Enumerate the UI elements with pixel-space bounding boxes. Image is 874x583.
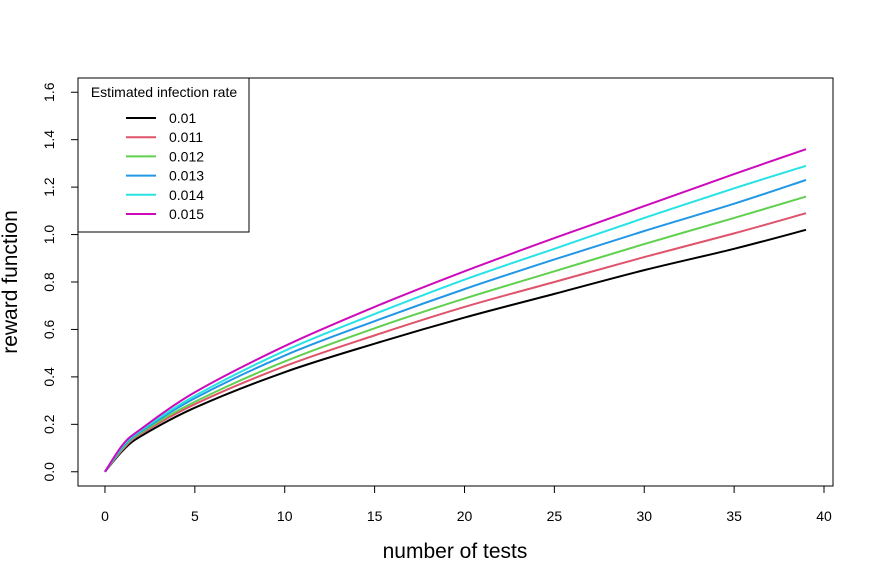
y-tick-label: 0.0	[41, 462, 57, 482]
y-tick-label: 0.8	[41, 272, 57, 292]
y-tick-label: 1.0	[41, 225, 57, 245]
legend-label: 0.011	[169, 129, 203, 145]
series-line-0.011	[104, 212, 807, 473]
x-tick-label: 40	[816, 508, 832, 524]
legend: Estimated infection rate 0.010.0110.0120…	[77, 77, 250, 233]
x-axis-title: number of tests	[383, 540, 528, 563]
legend-label: 0.01	[169, 110, 196, 126]
y-tick-label: 0.2	[41, 414, 57, 434]
legend-box	[77, 77, 250, 233]
legend-entries: 0.01 0.011 0.012 0.013 0.014 0.015	[126, 110, 204, 222]
y-tick-label: 0.6	[41, 320, 57, 340]
series-line-0.015	[104, 148, 807, 473]
legend-label: 0.014	[169, 187, 204, 203]
series-line-0.01	[104, 228, 807, 473]
x-tick-label: 30	[636, 508, 652, 524]
y-tick-label: 1.2	[41, 177, 57, 197]
y-axis: 0.0 0.2 0.4 0.6 0.8 1.0 1.2 1.4 1.6	[41, 82, 79, 482]
x-tick-label: 35	[726, 508, 742, 524]
y-tick-label: 0.4	[41, 367, 57, 387]
x-tick-label: 25	[547, 508, 563, 524]
x-tick-label: 15	[367, 508, 383, 524]
legend-title: Estimated infection rate	[91, 84, 238, 100]
legend-label: 0.015	[169, 206, 204, 222]
legend-label: 0.012	[169, 148, 204, 164]
x-axis: 0 5 10 15 20 25 30 35 40	[101, 485, 832, 524]
x-tick-label: 0	[101, 508, 109, 524]
x-tick-label: 5	[191, 508, 199, 524]
legend-label: 0.013	[169, 168, 204, 184]
y-axis-title: reward function	[0, 210, 22, 354]
x-tick-label: 20	[457, 508, 473, 524]
series-line-0.012	[104, 195, 807, 473]
x-tick-label: 10	[277, 508, 293, 524]
y-tick-label: 1.4	[41, 130, 57, 150]
y-tick-label: 1.6	[41, 82, 57, 102]
series-lines	[104, 148, 807, 473]
